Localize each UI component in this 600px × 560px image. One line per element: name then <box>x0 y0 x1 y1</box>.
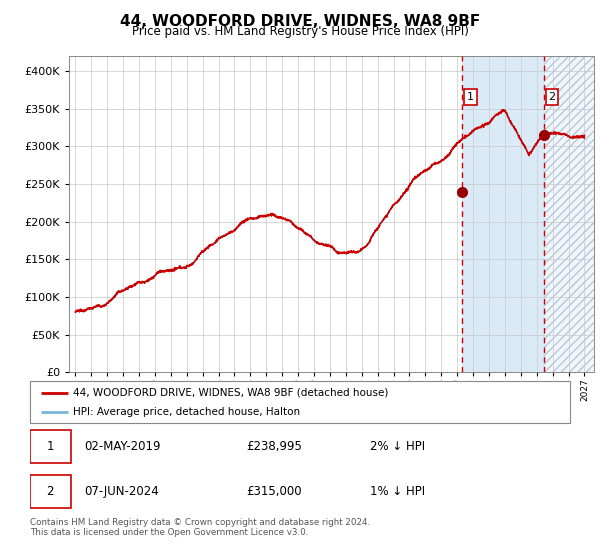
FancyBboxPatch shape <box>30 381 570 423</box>
Text: 44, WOODFORD DRIVE, WIDNES, WA8 9BF: 44, WOODFORD DRIVE, WIDNES, WA8 9BF <box>120 14 480 29</box>
Text: £315,000: £315,000 <box>246 485 302 498</box>
Text: Contains HM Land Registry data © Crown copyright and database right 2024.
This d: Contains HM Land Registry data © Crown c… <box>30 518 370 538</box>
FancyBboxPatch shape <box>30 430 71 463</box>
Text: 1: 1 <box>47 440 54 453</box>
Text: 2% ↓ HPI: 2% ↓ HPI <box>370 440 425 453</box>
Bar <box>544 56 596 372</box>
Text: Price paid vs. HM Land Registry's House Price Index (HPI): Price paid vs. HM Land Registry's House … <box>131 25 469 38</box>
FancyBboxPatch shape <box>30 475 71 508</box>
Text: 44, WOODFORD DRIVE, WIDNES, WA8 9BF (detached house): 44, WOODFORD DRIVE, WIDNES, WA8 9BF (det… <box>73 388 389 398</box>
Bar <box>463 56 544 372</box>
Text: 1: 1 <box>467 92 474 102</box>
Text: 1% ↓ HPI: 1% ↓ HPI <box>370 485 425 498</box>
Bar <box>544 56 596 372</box>
Text: HPI: Average price, detached house, Halton: HPI: Average price, detached house, Halt… <box>73 407 301 417</box>
Text: 2: 2 <box>47 485 54 498</box>
Text: 02-MAY-2019: 02-MAY-2019 <box>84 440 161 453</box>
Text: 07-JUN-2024: 07-JUN-2024 <box>84 485 159 498</box>
Text: £238,995: £238,995 <box>246 440 302 453</box>
Text: 2: 2 <box>548 92 556 102</box>
